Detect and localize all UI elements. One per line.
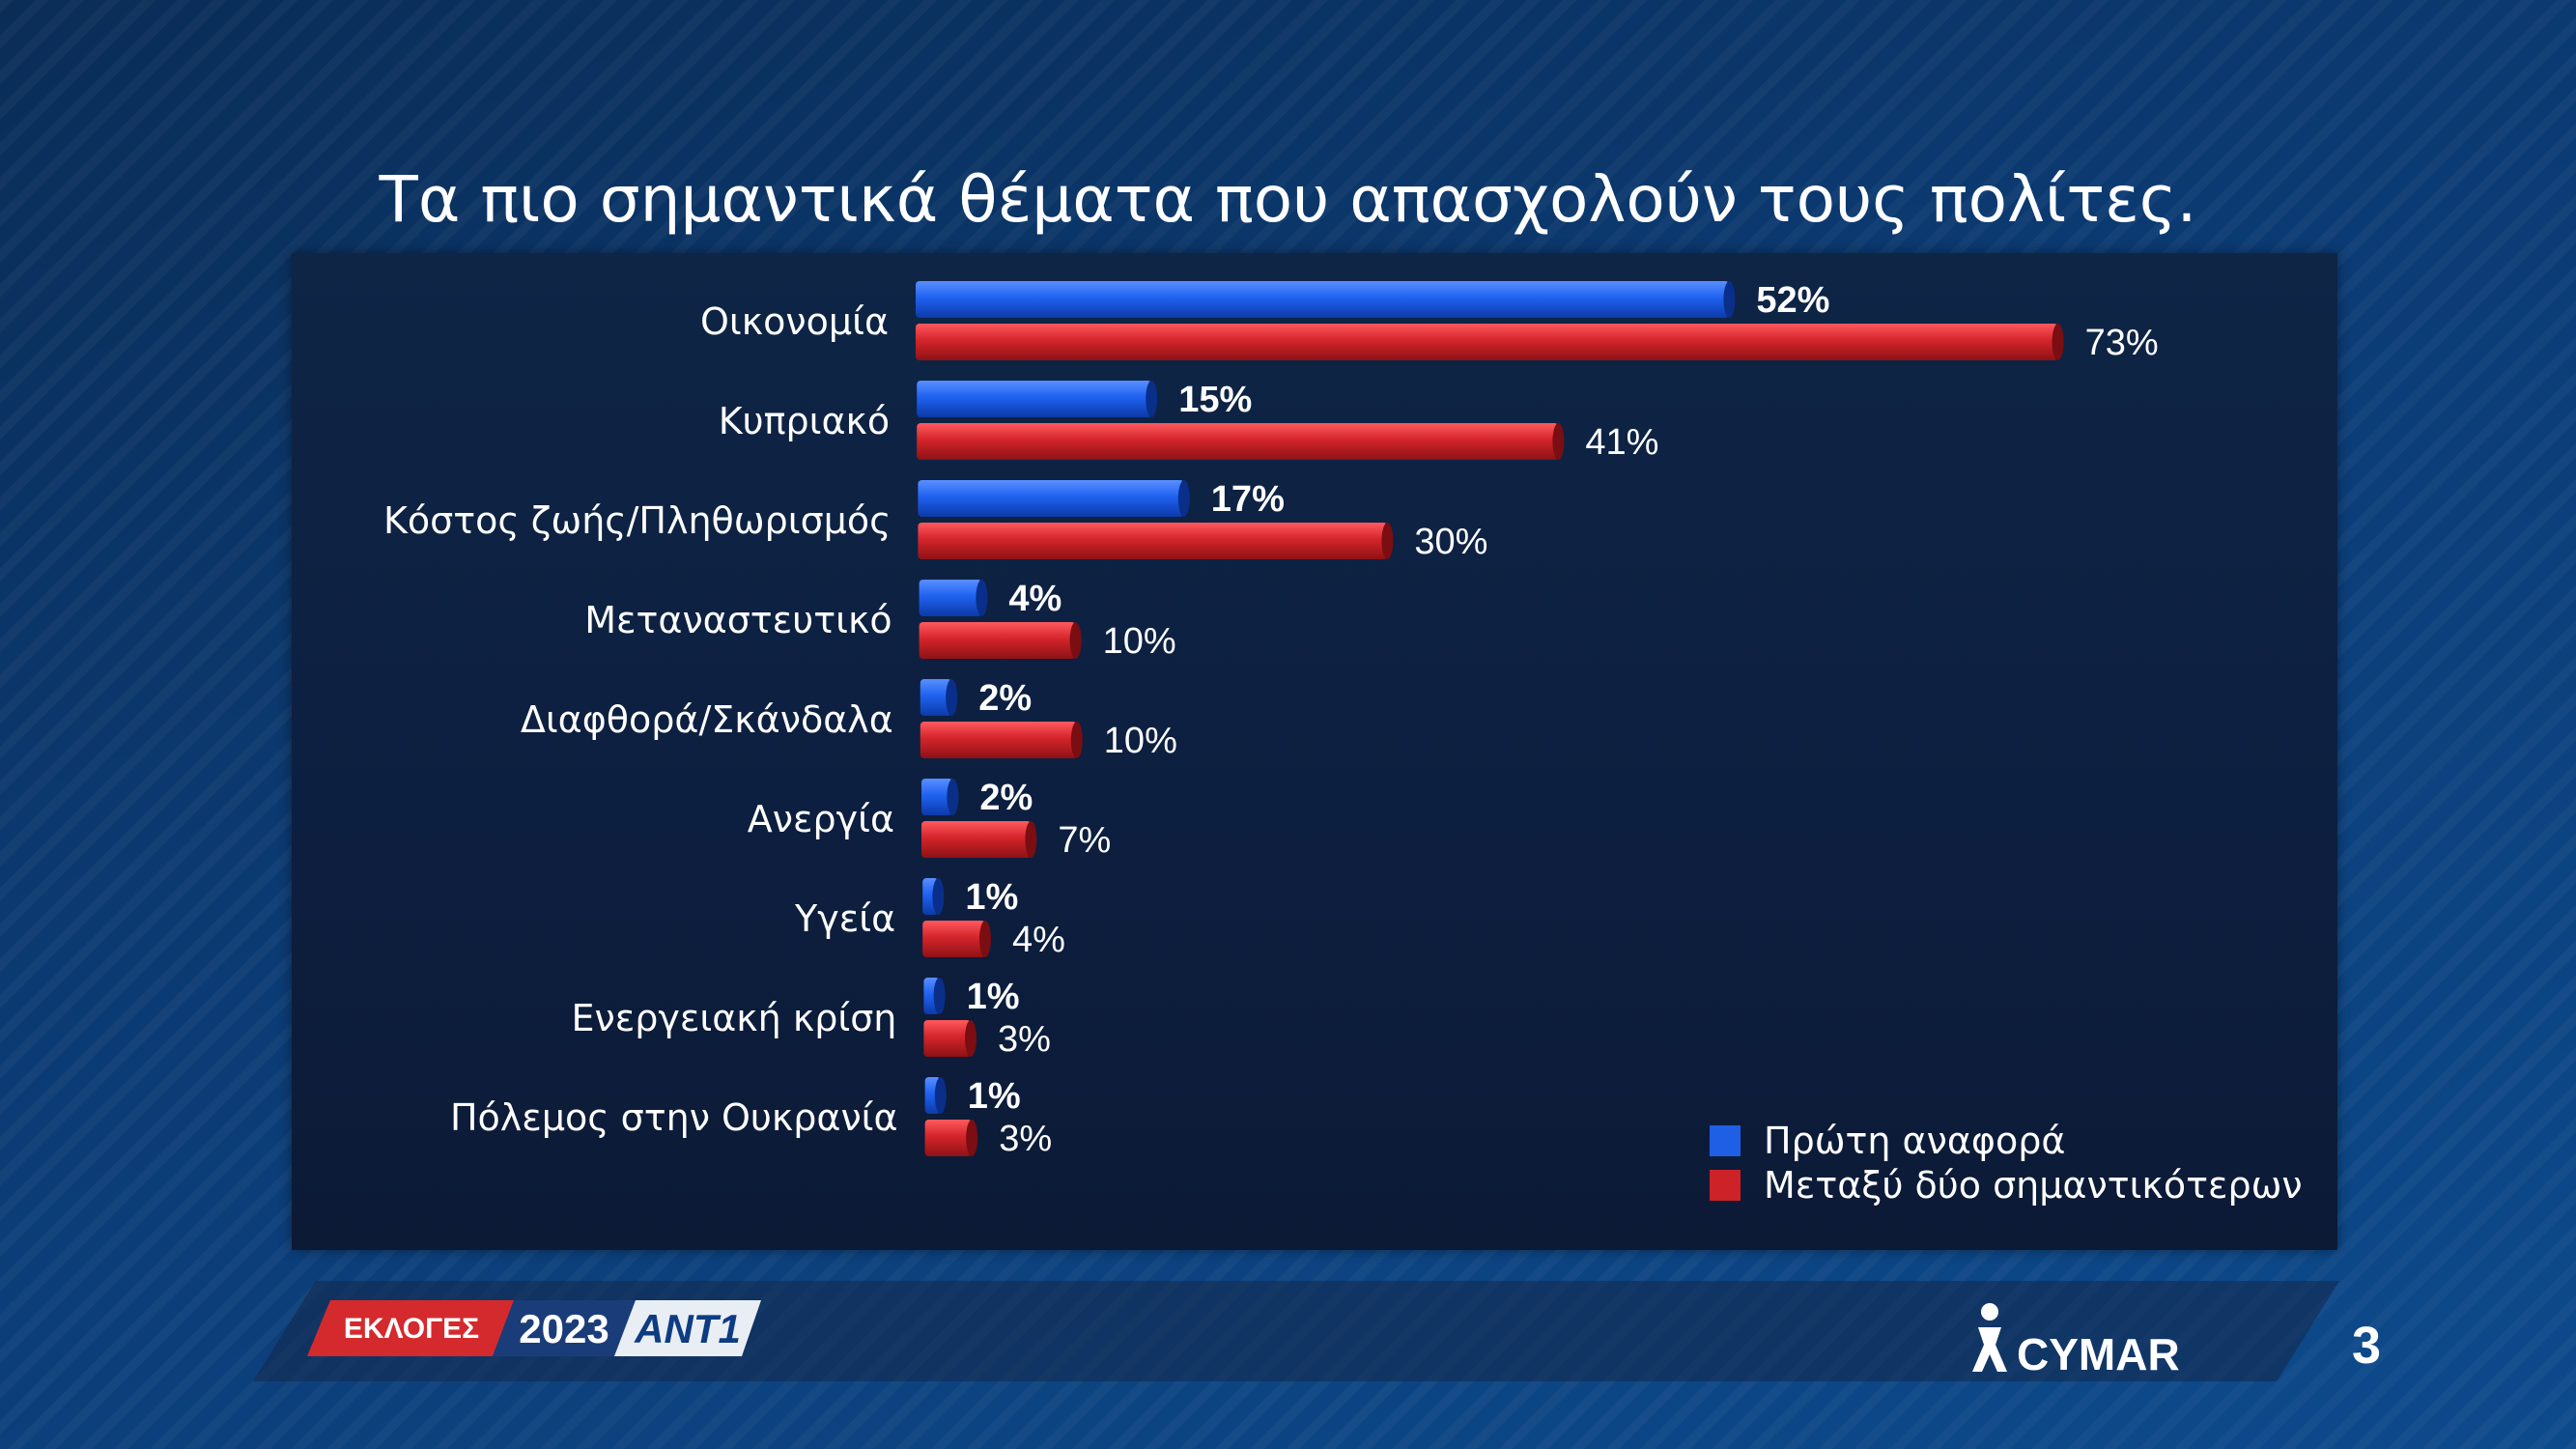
bar-top-two xyxy=(923,1020,971,1057)
bar-first-mention-end xyxy=(1723,281,1736,318)
data-label-first-mention: 52% xyxy=(1756,280,1829,321)
page-number: 3 xyxy=(2351,1317,2382,1375)
bar-first-mention xyxy=(918,480,1184,517)
legend-swatch-red xyxy=(1710,1170,1741,1201)
bar-top-two xyxy=(919,622,1076,659)
legend-item-top-two: Μεταξύ δύο σημαντικότερων xyxy=(1710,1163,2303,1208)
bar-first-mention xyxy=(921,779,953,815)
data-label-top-two: 10% xyxy=(1104,721,1177,761)
category-label: Κόστος ζωής/Πληθωρισμός xyxy=(383,499,891,542)
category-label: Υγεία xyxy=(794,897,895,940)
data-label-top-two: 4% xyxy=(1012,920,1065,960)
logo-channel-text: ANT1 xyxy=(634,1306,741,1351)
logo-year-text: 2023 xyxy=(519,1306,609,1351)
bar-first-mention xyxy=(920,679,952,716)
legend-label: Πρώτη αναφορά xyxy=(1764,1120,2066,1162)
bar-first-mention-end xyxy=(934,1077,947,1114)
legend-item-first-mention: Πρώτη αναφορά xyxy=(1710,1119,2303,1163)
data-label-first-mention: 1% xyxy=(967,977,1020,1017)
category-label: Ανεργία xyxy=(748,798,894,840)
bar-top-two-end xyxy=(1070,722,1083,758)
bar-first-mention-end xyxy=(1177,480,1190,517)
category-label: Πόλεμος στην Ουκρανία xyxy=(450,1096,898,1139)
bar-first-mention-end xyxy=(946,679,958,716)
data-label-top-two: 3% xyxy=(999,1119,1052,1159)
data-label-top-two: 41% xyxy=(1585,422,1658,463)
data-label-top-two: 30% xyxy=(1414,522,1487,562)
bar-first-mention xyxy=(916,281,1730,318)
data-label-first-mention: 17% xyxy=(1211,479,1285,520)
logo-elections-text: ΕΚΛΟΓΕΣ xyxy=(344,1313,479,1345)
bar-top-two-end xyxy=(1025,821,1037,858)
data-label-top-two: 73% xyxy=(2085,323,2159,363)
data-label-first-mention: 15% xyxy=(1178,380,1252,420)
bar-first-mention-end xyxy=(947,779,959,815)
category-label: Οικονομία xyxy=(700,300,889,343)
bar-first-mention-end xyxy=(1146,381,1158,417)
bar-first-mention xyxy=(917,381,1152,417)
bar-top-two-end xyxy=(2052,324,2064,360)
data-label-first-mention: 1% xyxy=(968,1076,1021,1117)
data-label-first-mention: 4% xyxy=(1008,579,1062,619)
bar-top-two-end xyxy=(979,921,991,957)
bar-top-two-end xyxy=(1552,423,1565,460)
category-label: Διαφθορά/Σκάνδαλα xyxy=(521,698,893,741)
bar-top-two-end xyxy=(966,1120,978,1156)
data-label-first-mention: 1% xyxy=(965,877,1018,918)
category-label: Κυπριακό xyxy=(719,400,890,442)
bar-first-mention-end xyxy=(976,580,988,616)
bar-top-two-end xyxy=(1381,523,1394,559)
bar-top-two xyxy=(922,921,985,957)
data-label-first-mention: 2% xyxy=(979,778,1033,818)
bar-first-mention xyxy=(919,580,982,616)
bar-top-two xyxy=(920,722,1077,758)
legend-label: Μεταξύ δύο σημαντικότερων xyxy=(1764,1164,2303,1207)
category-label: Μεταναστευτικό xyxy=(584,599,892,641)
data-label-top-two: 3% xyxy=(998,1019,1051,1060)
bar-top-two xyxy=(916,324,2058,360)
bar-first-mention-end xyxy=(932,878,945,915)
bar-top-two xyxy=(921,821,1032,858)
chart-panel xyxy=(292,253,2337,1250)
bar-top-two xyxy=(924,1120,973,1156)
data-label-first-mention: 2% xyxy=(978,678,1032,719)
data-label-top-two: 10% xyxy=(1103,621,1176,662)
cymar-logo: CYMAR xyxy=(1972,1303,2180,1379)
data-label-top-two: 7% xyxy=(1058,820,1111,861)
chart-legend: Πρώτη αναφορά Μεταξύ δύο σημαντικότερων xyxy=(1710,1119,2303,1208)
bar-top-two-end xyxy=(1069,622,1082,659)
bar-top-two-end xyxy=(965,1020,977,1057)
elections-2023-logo: ΕΚΛΟΓΕΣ 2023 ANT1 xyxy=(307,1300,761,1356)
bar-top-two xyxy=(918,523,1388,559)
legend-swatch-blue xyxy=(1710,1125,1741,1156)
category-label: Ενεργειακή κρίση xyxy=(571,997,896,1039)
bar-top-two xyxy=(917,423,1559,460)
bar-first-mention-end xyxy=(933,978,946,1014)
cymar-text: CYMAR xyxy=(2017,1329,2180,1379)
chart-title: Τα πιο σημαντικά θέματα που απασχολούν τ… xyxy=(379,162,2197,237)
